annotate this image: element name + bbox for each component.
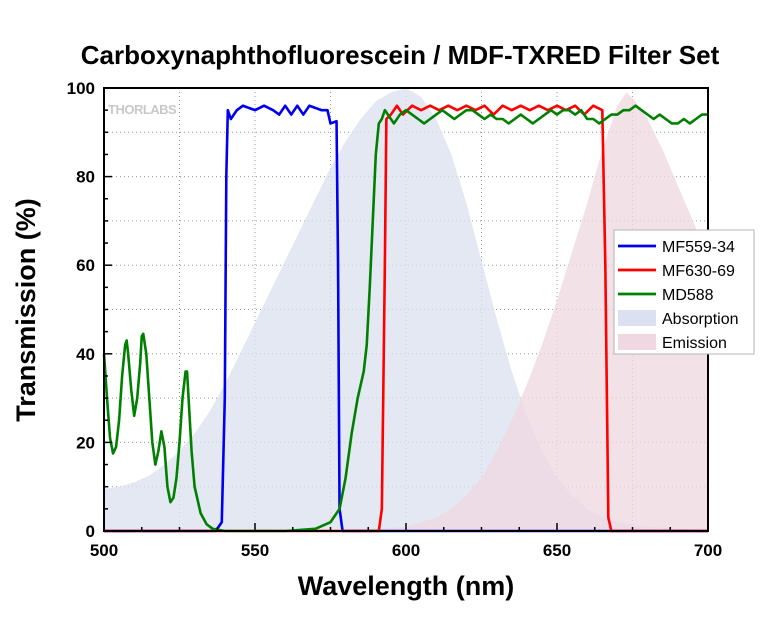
- area-layer: [104, 88, 708, 532]
- legend-label-emission: Emission: [662, 335, 727, 352]
- y-tick-label: 0: [86, 522, 95, 541]
- x-tick-label: 600: [392, 541, 420, 560]
- x-tick-label: 500: [90, 541, 118, 560]
- x-axis-label: Wavelength (nm): [298, 571, 515, 601]
- y-tick-label: 80: [76, 168, 95, 187]
- legend: MF559-34 MF630-69 MD588 Absorption Emission: [613, 229, 755, 355]
- legend-swatch-absorption: [618, 310, 656, 326]
- legend-label-md588: MD588: [662, 287, 714, 304]
- legend-box: [613, 229, 755, 355]
- line-layer: [102, 104, 708, 533]
- x-tick-label: 550: [241, 541, 269, 560]
- y-tick-label: 60: [76, 256, 95, 275]
- legend-label-mf630-69: MF630-69: [662, 263, 735, 280]
- y-tick-label: 40: [76, 345, 95, 364]
- x-tick-label: 700: [694, 541, 722, 560]
- series-line-mf630-69: [104, 104, 708, 533]
- series-line-mf559-34: [104, 104, 708, 533]
- y-tick-label: 20: [76, 433, 95, 452]
- thorlabs-watermark: THORLABS: [108, 102, 177, 117]
- legend-label-mf559-34: MF559-34: [662, 239, 735, 256]
- y-tick-label: 100: [67, 79, 95, 98]
- area-absorption: [104, 88, 708, 531]
- y-axis-label: Transmission (%): [11, 198, 41, 422]
- chart-title: Carboxynaphthofluorescein / MDF-TXRED Fi…: [81, 40, 720, 70]
- series-line-md588: [102, 104, 708, 533]
- tick-layer: 500 550 600 650 700 0 20 40 60 80 100: [67, 79, 723, 560]
- area-emission: [104, 92, 708, 532]
- x-tick-label: 650: [543, 541, 571, 560]
- legend-swatch-emission: [618, 334, 656, 350]
- legend-label-absorption: Absorption: [662, 311, 739, 328]
